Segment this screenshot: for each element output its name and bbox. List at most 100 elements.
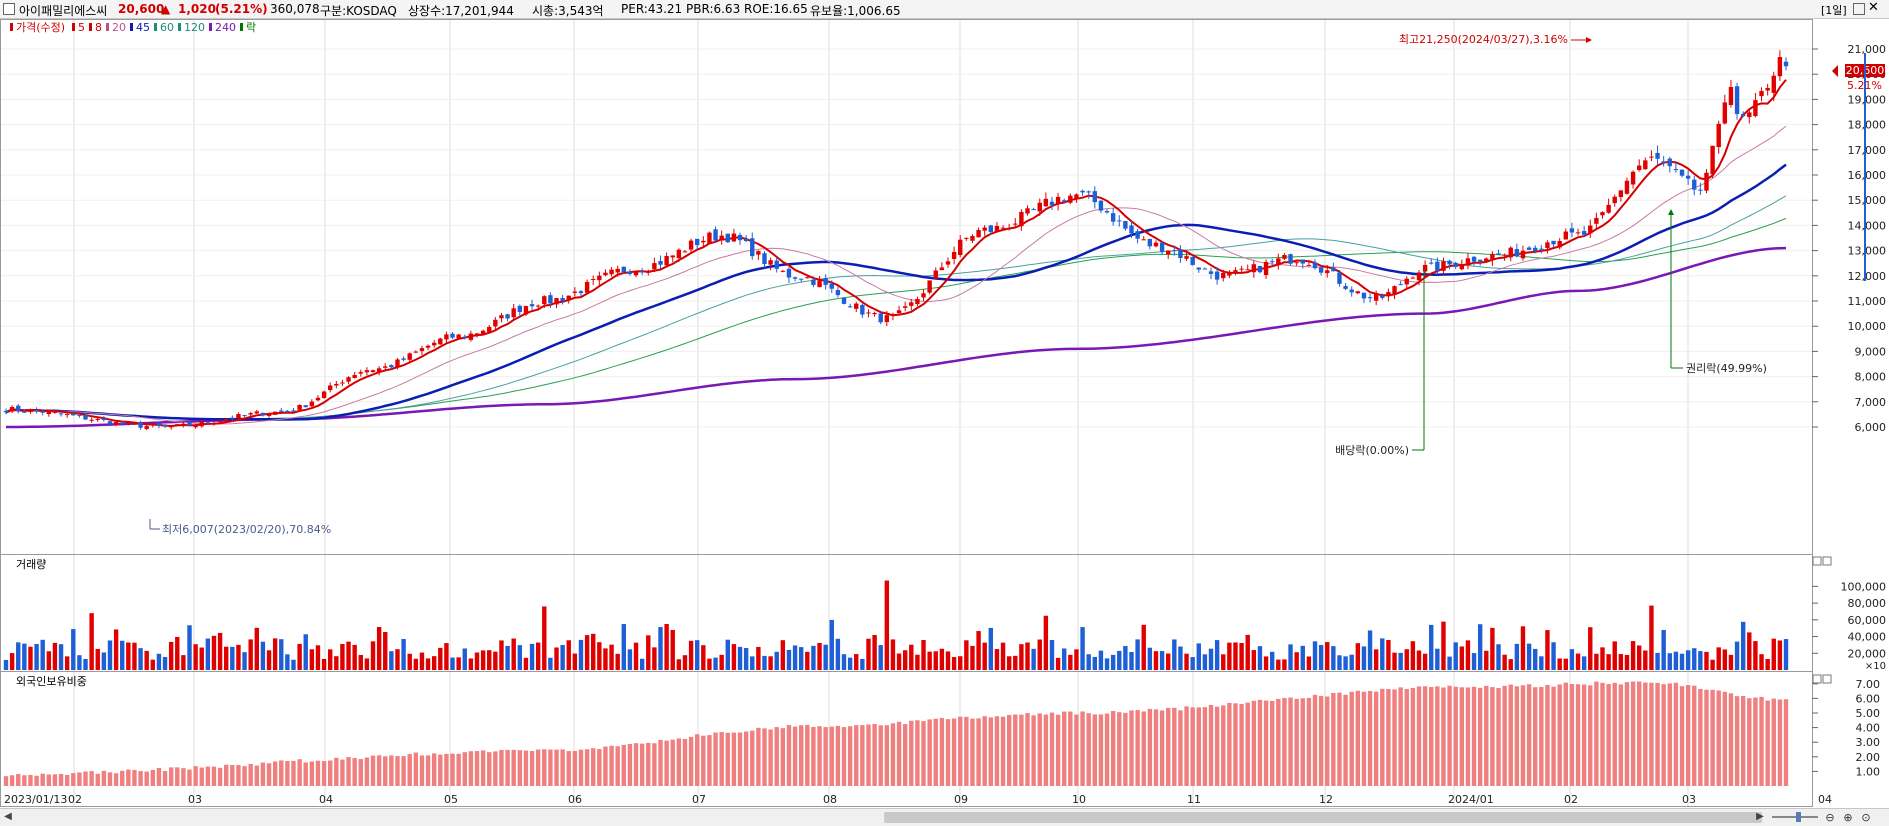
candle-body	[83, 415, 88, 420]
foreign-ratio-bar	[866, 724, 871, 786]
foreign-ratio-bar	[1533, 687, 1538, 786]
moving-average-lines	[5, 79, 1787, 429]
volume-bar	[756, 646, 761, 670]
foreign-ratio-bar	[193, 766, 198, 786]
volume-bar	[321, 658, 327, 670]
volume-bar	[958, 656, 963, 670]
volume-bar	[474, 652, 480, 670]
volume-bar	[138, 648, 143, 670]
foreign-ratio-bar	[89, 771, 94, 786]
candle-body	[1257, 266, 1263, 273]
foreign-ratio-bar	[1367, 690, 1373, 786]
stock-name[interactable]: 아이패밀리에스씨	[19, 4, 108, 18]
zoom-slider[interactable]	[1772, 816, 1818, 818]
candle-body	[1092, 191, 1097, 203]
pane-buttons[interactable]	[1812, 556, 1832, 684]
volume-bar	[1355, 643, 1361, 670]
zoom-slider-handle[interactable]	[1796, 812, 1801, 822]
volume-bar	[1679, 653, 1685, 670]
pbr-value: PBR:6.63	[686, 2, 741, 16]
stock-chart[interactable]: 가격(수정) 5 8 20 45 60 120 240 락 거래량 외국인보유비중 21,000…	[0, 19, 1889, 808]
candle-body	[1722, 102, 1728, 124]
candle-body	[89, 419, 94, 421]
candle-body	[1019, 211, 1024, 227]
foreign-ratio-bar	[40, 773, 45, 786]
zoom-reset-icon[interactable]: ⊙	[1861, 811, 1871, 824]
foreign-ratio-bar	[976, 718, 981, 786]
volume-tick-label: 100,000	[1841, 580, 1887, 593]
volume-bar	[254, 627, 259, 670]
foreign-ratio-bar	[1698, 689, 1703, 786]
foreign-ratio-bar	[823, 727, 828, 786]
foreign-ratio-bar	[1135, 710, 1140, 786]
volume-bar	[376, 626, 382, 670]
candle-body	[798, 278, 804, 280]
candle-body	[529, 304, 535, 307]
foreign-ratio-bar	[829, 726, 834, 786]
foreign-ratio-bar	[1288, 697, 1293, 786]
foreign-ratio-bar	[254, 765, 259, 786]
volume-bars	[3, 580, 1789, 670]
foreign-ratio-bar	[419, 755, 425, 786]
chart-scrollbar[interactable]: ◀ ▶ ⊖ ⊕ ⊙	[0, 808, 1889, 826]
scrollbar-thumb[interactable]	[884, 812, 1762, 823]
volume-bar	[1043, 615, 1049, 670]
zoom-in-icon[interactable]: ⊕	[1843, 811, 1853, 824]
ma5-line	[5, 79, 1787, 428]
foreign-ratio-bar	[1147, 708, 1153, 786]
foreign-ratio-bar	[1429, 687, 1434, 786]
foreign-ratio-bar	[523, 750, 529, 786]
legend-swatch	[178, 23, 181, 31]
maximize-icon[interactable]	[1853, 3, 1865, 15]
volume-bar	[487, 650, 492, 670]
foreign-ratio-bar	[1734, 696, 1740, 786]
candle-body	[578, 291, 584, 294]
foreign-ratio-bar	[1630, 681, 1636, 786]
volume-bar	[1600, 647, 1605, 670]
volume-bar	[456, 657, 461, 670]
volume-bar	[1484, 650, 1489, 670]
foreign-ratio-bar	[1178, 710, 1183, 786]
foreign-ratio-bar	[1251, 700, 1257, 786]
volume-bar	[358, 654, 363, 670]
volume-bar	[811, 645, 816, 670]
candle-body	[1618, 190, 1624, 198]
foreign-ratio-bar	[9, 775, 15, 786]
candle-body	[285, 410, 290, 412]
close-icon[interactable]: ✕	[1868, 0, 1879, 15]
candle-body	[1698, 189, 1703, 191]
candle-body	[126, 422, 131, 424]
candle-body	[945, 261, 951, 265]
volume-bar	[193, 644, 198, 670]
candle-body	[1373, 293, 1379, 301]
candle-body	[1196, 267, 1201, 270]
foreign-ratio-bar	[1343, 694, 1348, 786]
scroll-left-icon[interactable]: ◀	[4, 811, 12, 822]
volume-bar	[64, 656, 70, 670]
foreign-ratio-bar	[444, 753, 449, 786]
zoom-out-icon[interactable]: ⊖	[1825, 811, 1835, 824]
candle-body	[1771, 75, 1776, 93]
candle-body	[737, 234, 743, 241]
volume-bar	[1178, 646, 1183, 670]
candle-body	[1349, 289, 1354, 293]
volume-bar	[236, 644, 241, 670]
window-icon[interactable]	[3, 3, 15, 15]
foreign-ratio-bar	[841, 727, 847, 786]
volume-bar	[248, 639, 253, 670]
foreign-ratio-bar	[383, 756, 388, 786]
period-button[interactable]: [1일]	[1821, 4, 1847, 17]
volume-bar	[113, 629, 119, 670]
foreign-tick-label: 1.00	[1856, 765, 1881, 778]
foreign-ratio-bar	[1777, 699, 1783, 786]
candle-body	[1533, 247, 1538, 252]
foreign-ratio-bar	[737, 732, 743, 786]
volume-bar	[1398, 652, 1403, 670]
foreign-ratio-bar	[1490, 687, 1495, 786]
scroll-right-icon[interactable]: ▶	[1756, 811, 1764, 822]
foreign-ratio-bar	[658, 739, 663, 786]
volume-bar	[1141, 624, 1146, 670]
candle-body	[450, 333, 455, 338]
foreign-axis: 7.006.00 5.00 4.003.00 2.001.00	[1812, 678, 1881, 778]
foreign-ratio-bar	[1771, 698, 1776, 786]
